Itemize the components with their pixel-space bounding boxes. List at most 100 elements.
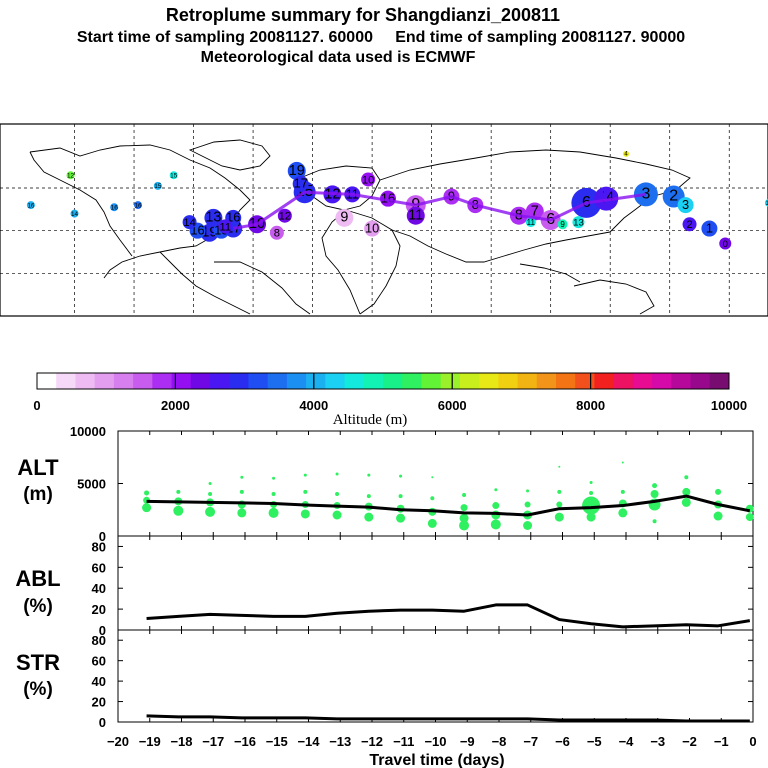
cluster-bubble [153, 181, 162, 190]
cluster-label: 11 [219, 221, 231, 233]
map-cluster: 9 [335, 208, 354, 227]
x-tick-label: −18 [170, 734, 192, 749]
colorbar-cell [671, 373, 692, 389]
colorbar-cell [421, 373, 442, 389]
colorbar-cell [479, 373, 499, 389]
altitude-distribution-dot [272, 476, 276, 480]
cluster-label: 12 [279, 211, 291, 223]
altitude-distribution-dot [589, 490, 594, 495]
series-line-abl [146, 603, 751, 629]
map-cluster: 16 [26, 201, 35, 210]
x-tick-label: −4 [619, 734, 635, 749]
cluster-bubble [110, 203, 119, 212]
mean-trajectory [232, 190, 647, 231]
x-tick-label: −14 [297, 734, 320, 749]
x-tick-label: −6 [555, 734, 570, 749]
y-tick-label: 0 [99, 623, 106, 638]
plot-abl: 80 60 40 20 0 [92, 535, 754, 638]
cluster-bubble [623, 150, 630, 157]
x-tick-label: −2 [682, 734, 697, 749]
colorbar-tick-label: 8000 [576, 398, 605, 413]
colorbar-cell [440, 373, 461, 389]
x-tick-label: −10 [424, 734, 446, 749]
altitude-distribution-dot [557, 489, 562, 494]
y-tick-label: 0 [99, 715, 106, 730]
map-cluster: 16 [110, 203, 119, 212]
altitude-distribution-dot [205, 506, 216, 517]
colorbar-cell [325, 373, 346, 389]
y-tick-label: 80 [92, 539, 106, 554]
y-tick-label: 0 [99, 529, 106, 544]
map-cluster: 17 [292, 176, 309, 192]
abl-unit: (%) [23, 596, 53, 617]
altitude-distribution-dot [237, 508, 247, 518]
colorbar-cell [37, 373, 57, 389]
altitude-distribution-dot [621, 461, 624, 464]
cluster-bubble [719, 237, 732, 250]
coast-north-america [29, 144, 251, 279]
cluster-label: 9 [560, 220, 565, 229]
colorbar-cell [402, 373, 422, 389]
map-bubbles: 1918161713161411101281512111917910161099… [26, 150, 768, 250]
map-cluster: 10 [361, 172, 376, 187]
x-tick-label: −12 [361, 734, 383, 749]
x-tick-label: −20 [107, 734, 129, 749]
y-tick-label: 20 [92, 602, 106, 617]
cluster-bubble [269, 225, 284, 240]
altitude-distribution-dot [494, 488, 498, 492]
altitude-distribution-dot [399, 474, 403, 478]
altitude-distribution-dot [271, 492, 276, 496]
cluster-label: 12 [67, 172, 75, 179]
altitude-distribution-dot [526, 489, 530, 493]
cluster-bubble [66, 171, 75, 180]
colorbar-cell [575, 373, 595, 389]
cluster-bubble [204, 208, 223, 227]
colorbar-cell [363, 373, 384, 389]
coast-indonesia [519, 263, 581, 283]
map-cluster: 19 [287, 161, 306, 180]
altitude-distribution-dot [681, 497, 691, 507]
altitude-distribution-dot [586, 512, 596, 522]
cluster-label: 14 [183, 217, 195, 229]
alt-label: ALT [17, 455, 59, 480]
map-cluster: 14 [70, 209, 79, 218]
colorbar-cell [594, 373, 615, 389]
map-cluster: 12 [66, 171, 75, 180]
coast-greenland [188, 139, 271, 171]
y-tick-label: 20 [92, 695, 106, 710]
altitude-distribution-dot [650, 490, 659, 498]
altitude-distribution-dot [366, 494, 371, 499]
cluster-label: 4 [624, 152, 628, 158]
altitude-distribution-dot [715, 488, 722, 495]
y-tick-label: 60 [92, 654, 106, 669]
altitude-distribution-dot [364, 512, 374, 522]
colorbar-cell [383, 373, 403, 389]
altitude-distribution-dot [618, 508, 628, 518]
series-line-alt [146, 494, 751, 517]
altitude-distribution-dot [460, 504, 468, 512]
cluster-label: 8 [274, 228, 280, 240]
coast-africa-west [321, 209, 361, 315]
cluster-bubble [26, 201, 35, 210]
colorbar-cell [190, 373, 211, 389]
map-cluster: 15 [169, 171, 178, 179]
colorbar: 0 2000 4000 6000 8000 10000 Altitude (m) [33, 372, 747, 428]
x-tick-label: −19 [139, 734, 161, 749]
map-cluster: 11 [406, 206, 425, 225]
altitude-distribution-dot [523, 521, 533, 530]
y-tick-label: 10000 [70, 424, 106, 439]
cluster-bubble [361, 172, 376, 187]
cluster-bubble [701, 220, 718, 237]
altitude-distribution-dot [303, 489, 308, 494]
altitude-distribution-dot [430, 496, 435, 501]
cluster-bubble [287, 161, 306, 180]
cluster-label: 7 [531, 203, 539, 219]
altitude-distribution-dot [524, 501, 531, 508]
map-cluster: 11 [525, 217, 536, 228]
altitude-distribution-dot [208, 482, 212, 485]
altitude-distribution-dot [684, 475, 689, 480]
cluster-label: 0 [723, 239, 728, 250]
cluster-label: 9 [340, 210, 348, 226]
altitude-distribution-dot [558, 465, 561, 468]
